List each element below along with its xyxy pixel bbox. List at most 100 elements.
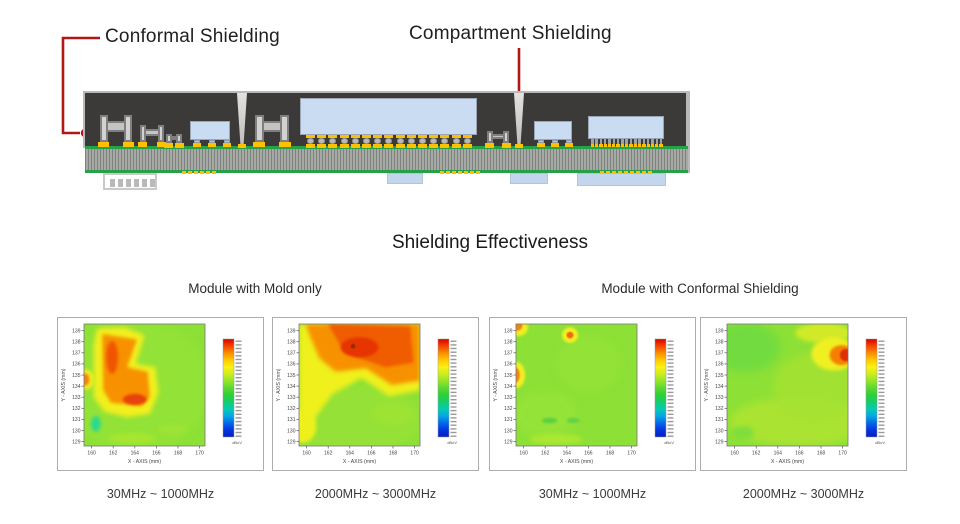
passive-body: [262, 121, 282, 132]
passive-body: [170, 136, 178, 140]
colorbar-tick-label: [450, 384, 457, 386]
x-tick-label: 162: [752, 451, 761, 457]
bump-pad-top: [328, 135, 338, 138]
x-tick-label: 162: [109, 451, 118, 457]
colorbar-tick-label: [450, 435, 457, 437]
plot-frame: [298, 323, 421, 447]
bump-pad-bottom: [350, 144, 360, 148]
colorbar-tick-label: [450, 347, 457, 350]
solder-pad: [279, 142, 291, 147]
bump-pad-top: [373, 135, 383, 138]
x-tick-label: 162: [541, 451, 550, 457]
solder-pad: [223, 143, 231, 147]
x-axis-label: X - AXIS (mm): [343, 459, 376, 465]
solder-pad: [537, 143, 545, 147]
solder-dot: [642, 171, 646, 174]
y-axis-label: Y - AXIS (mm): [276, 368, 282, 401]
connector-pin: [134, 179, 139, 187]
bump-pad-top: [418, 135, 427, 138]
bump-pad-top: [429, 135, 439, 138]
colorbar-tick-label: [667, 384, 674, 386]
y-tick-label: 139: [72, 329, 81, 335]
colorbar-unit: dBuV: [875, 440, 885, 445]
lead: [638, 139, 641, 145]
bump-pad-top: [406, 135, 416, 138]
y-tick-label: 131: [72, 417, 81, 423]
solder-dot: [636, 171, 640, 174]
x-tick-label: 166: [584, 451, 593, 457]
bump-pad-bottom: [384, 144, 394, 148]
solder-pad: [551, 143, 559, 147]
solder-bump: [340, 138, 348, 144]
solder-pad: [253, 142, 265, 147]
colorbar-tick-label: [667, 431, 674, 434]
y-tick-label: 129: [287, 439, 296, 445]
solder-pad: [603, 144, 607, 147]
x-tick-label: 168: [389, 451, 398, 457]
solder-dot: [458, 171, 462, 174]
colorbar-tick-label: [235, 413, 242, 415]
colorbar-tick-label: [667, 417, 674, 419]
x-tick-label: 164: [131, 451, 140, 457]
colorbar-tick-label: [235, 362, 242, 364]
colorbar: [222, 338, 235, 438]
solder-dot: [446, 171, 450, 174]
solder-pad: [193, 143, 201, 147]
die-leg: [538, 140, 544, 143]
colorbar-tick-label: [450, 417, 457, 419]
colorbar-tick-label: [667, 377, 674, 379]
caption-plot-3: 30MHz ~ 1000MHz: [538, 487, 647, 501]
colorbar-tick-label: [235, 424, 242, 426]
colorbar-tick-label: [667, 369, 674, 372]
solder-bump: [419, 138, 426, 144]
colorbar-tick-label: [878, 431, 885, 434]
colorbar-tick-label: [878, 340, 885, 342]
x-tick-label: 170: [838, 451, 847, 457]
bump-pad-top: [339, 135, 349, 138]
y-tick-label: 129: [72, 439, 81, 445]
solder-pad: [599, 144, 603, 147]
colorbar-tick-label: [878, 355, 885, 357]
colorbar-tick-label: [235, 369, 242, 372]
compartment-shielding-label: Compartment Shielding: [409, 23, 612, 44]
die-component: [190, 121, 230, 140]
colorbar-tick-label: [450, 424, 457, 426]
colorbar-tick-label: [667, 380, 674, 383]
colorbar-tick-label: [235, 355, 242, 357]
colorbar-tick-label: [878, 424, 885, 426]
lead: [651, 139, 654, 145]
colorbar-tick-label: [878, 428, 885, 430]
passive-component: [138, 125, 166, 147]
x-tick-label: 164: [563, 451, 572, 457]
y-tick-label: 131: [715, 417, 724, 423]
colorbar-tick-label: [450, 391, 457, 394]
x-axis-label: X - AXIS (mm): [771, 459, 804, 465]
heatmap-plot: 160 162 164 166 168 170 139 138 137 136 135 134 133 1…: [57, 317, 264, 471]
bump-pad-top: [384, 135, 394, 138]
colorbar-tick-label: [450, 399, 457, 401]
bump-pad-bottom: [373, 144, 383, 148]
x-tick-label: 160: [302, 451, 311, 457]
colorbar-tick-label: [667, 340, 674, 342]
lead: [608, 139, 611, 145]
colorbar-tick-label: [235, 420, 242, 423]
colorbar: [865, 338, 878, 438]
colorbar-tick-label: [235, 388, 242, 390]
colorbar-tick-label: [450, 377, 457, 379]
connector-pin: [150, 179, 155, 187]
colorbar-unit: dBuV: [664, 440, 674, 445]
solder-dot: [606, 171, 610, 174]
bump-pad-top: [395, 135, 405, 138]
colorbar-tick-label: [235, 344, 242, 346]
board-connector: [103, 173, 157, 190]
colorbar: [654, 338, 667, 438]
colorbar-tick-label: [878, 384, 885, 386]
colorbar-tick-label: [667, 424, 674, 426]
colorbar-tick-label: [667, 406, 674, 408]
colorbar-tick-label: [667, 409, 674, 412]
colorbar-tick-label: [450, 373, 457, 375]
solder-dot: [648, 171, 652, 174]
caption-plot-4: 2000MHz ~ 3000MHz: [742, 487, 865, 501]
colorbar-tick-label: [235, 409, 242, 412]
solder-dot: [618, 171, 622, 174]
